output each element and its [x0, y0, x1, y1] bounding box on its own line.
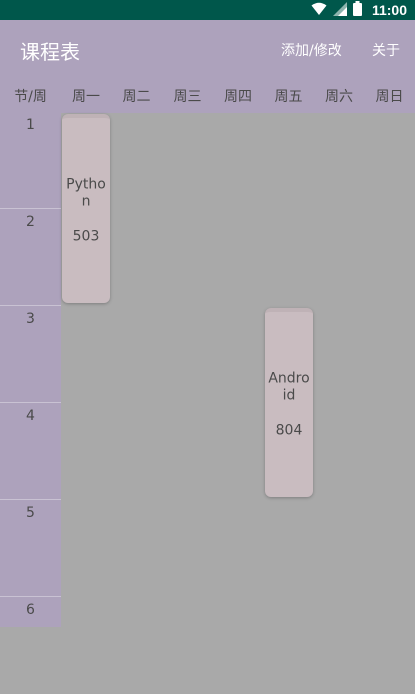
course-content: Python 503 [62, 176, 110, 245]
day-header: 周日 [375, 89, 404, 105]
battery-icon [352, 0, 362, 20]
timetable-grid[interactable]: Python 503 Android 804 [61, 113, 415, 627]
app-bar: 课程表 添加/修改 关于 [0, 20, 415, 82]
course-name: Python [66, 176, 106, 209]
add-edit-button[interactable]: 添加/修改 [281, 43, 342, 59]
course-room: 804 [275, 422, 303, 438]
about-button[interactable]: 关于 [372, 43, 400, 59]
status-icons: 11:00 [311, 0, 407, 20]
period-number: 4 [26, 408, 35, 424]
day-header: 周二 [122, 89, 151, 105]
period-slot: 5 [0, 501, 61, 597]
day-header: 周四 [224, 89, 252, 105]
period-number: 5 [26, 505, 35, 521]
week-header: 节/周 周一 周二 周三 周四 周五 周六 周日 [0, 82, 415, 113]
corner-label: 节/周 [14, 89, 47, 105]
period-slot: 2 [0, 210, 61, 306]
course-card-python[interactable]: Python 503 [62, 114, 110, 303]
signal-icon [332, 1, 347, 20]
period-slot: 4 [0, 404, 61, 500]
app-title: 课程表 [20, 40, 80, 64]
period-slot: 6 [0, 598, 61, 694]
course-content: Android 804 [265, 370, 313, 439]
status-bar: 11:00 [0, 0, 415, 20]
status-time: 11:00 [371, 2, 407, 18]
course-card-android[interactable]: Android 804 [265, 308, 313, 497]
period-number: 1 [26, 117, 35, 133]
period-number: 2 [26, 214, 35, 230]
period-column: 1 2 3 4 5 6 [0, 113, 61, 627]
period-number: 3 [26, 311, 35, 327]
wifi-icon [311, 1, 327, 20]
period-slot: 3 [0, 307, 61, 403]
day-header: 周一 [72, 89, 100, 105]
day-header: 周六 [325, 89, 353, 105]
course-name: Android [268, 370, 310, 403]
period-slot: 1 [0, 113, 61, 209]
day-header: 周三 [173, 89, 202, 105]
course-room: 503 [72, 228, 100, 244]
period-number: 6 [26, 602, 35, 618]
day-header: 周五 [274, 89, 303, 105]
